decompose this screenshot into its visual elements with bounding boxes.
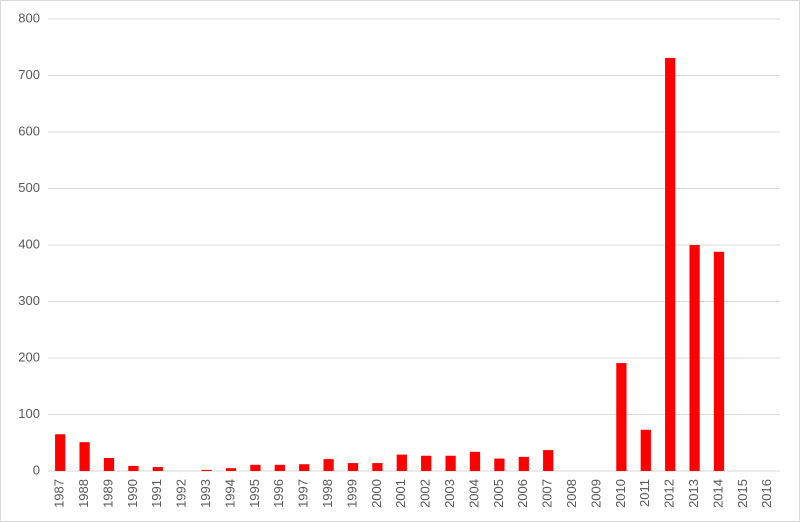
x-tick-label: 1991 (149, 479, 164, 508)
bar (421, 455, 432, 471)
x-tick-label: 2004 (466, 479, 481, 508)
x-tick-label: 2000 (369, 479, 384, 508)
bar (79, 442, 90, 471)
y-tick-label: 400 (18, 236, 40, 251)
bar (713, 251, 725, 471)
x-tick-label: 2015 (735, 479, 750, 508)
x-tick-label: 2005 (491, 479, 506, 508)
x-tick-label: 2007 (540, 479, 555, 508)
x-tick-label: 1990 (125, 479, 140, 508)
x-tick-label: 2002 (418, 479, 433, 508)
bar (103, 458, 115, 471)
y-tick-label: 200 (18, 349, 40, 364)
bar (469, 451, 481, 471)
bar (689, 245, 700, 471)
bar (55, 434, 66, 471)
y-tick-label: 600 (18, 123, 40, 138)
x-tick-label: 2013 (686, 479, 701, 508)
x-tick-label: 1993 (198, 479, 213, 508)
bar (323, 459, 334, 471)
bar (274, 464, 285, 471)
x-tick-label: 2010 (613, 479, 628, 508)
bar (445, 455, 456, 471)
x-tick-label: 1999 (344, 479, 359, 508)
bar (201, 469, 212, 471)
y-tick-label: 700 (18, 67, 40, 82)
bar (665, 57, 676, 472)
bar (250, 464, 261, 471)
bar (299, 464, 310, 471)
x-tick-label: 1987 (52, 479, 67, 508)
x-tick-label: 2009 (588, 479, 603, 508)
x-tick-label: 1995 (247, 479, 262, 508)
y-tick-label: 0 (33, 462, 40, 477)
x-tick-label: 2008 (564, 479, 579, 508)
bar (347, 463, 359, 471)
x-tick-label: 2016 (759, 479, 774, 508)
x-tick-label: 2012 (662, 479, 677, 508)
y-tick-label: 300 (18, 293, 40, 308)
bar (128, 465, 139, 471)
x-tick-label: 2011 (637, 479, 652, 507)
bar (494, 458, 505, 471)
x-tick-label: 1992 (174, 479, 189, 508)
x-tick-label: 2003 (442, 479, 457, 508)
bar (225, 468, 237, 471)
y-tick-label: 100 (18, 406, 40, 421)
x-tick-label: 1989 (100, 479, 115, 508)
bar (396, 454, 407, 471)
bar (640, 429, 651, 471)
x-tick-label: 1997 (296, 479, 311, 508)
x-tick-label: 2001 (393, 479, 408, 508)
x-tick-label: 1988 (76, 479, 91, 508)
x-tick-label: 1998 (320, 479, 335, 508)
bar (152, 467, 163, 471)
bar (616, 363, 627, 471)
y-tick-label: 800 (18, 10, 40, 25)
x-tick-label: 2014 (710, 479, 725, 508)
x-tick-label: 1996 (271, 479, 286, 508)
bar (372, 463, 383, 471)
x-tick-label: 1994 (222, 479, 237, 508)
x-tick-label: 2006 (515, 479, 530, 508)
bar (518, 456, 529, 471)
bar (543, 450, 554, 471)
y-tick-label: 500 (18, 180, 40, 195)
